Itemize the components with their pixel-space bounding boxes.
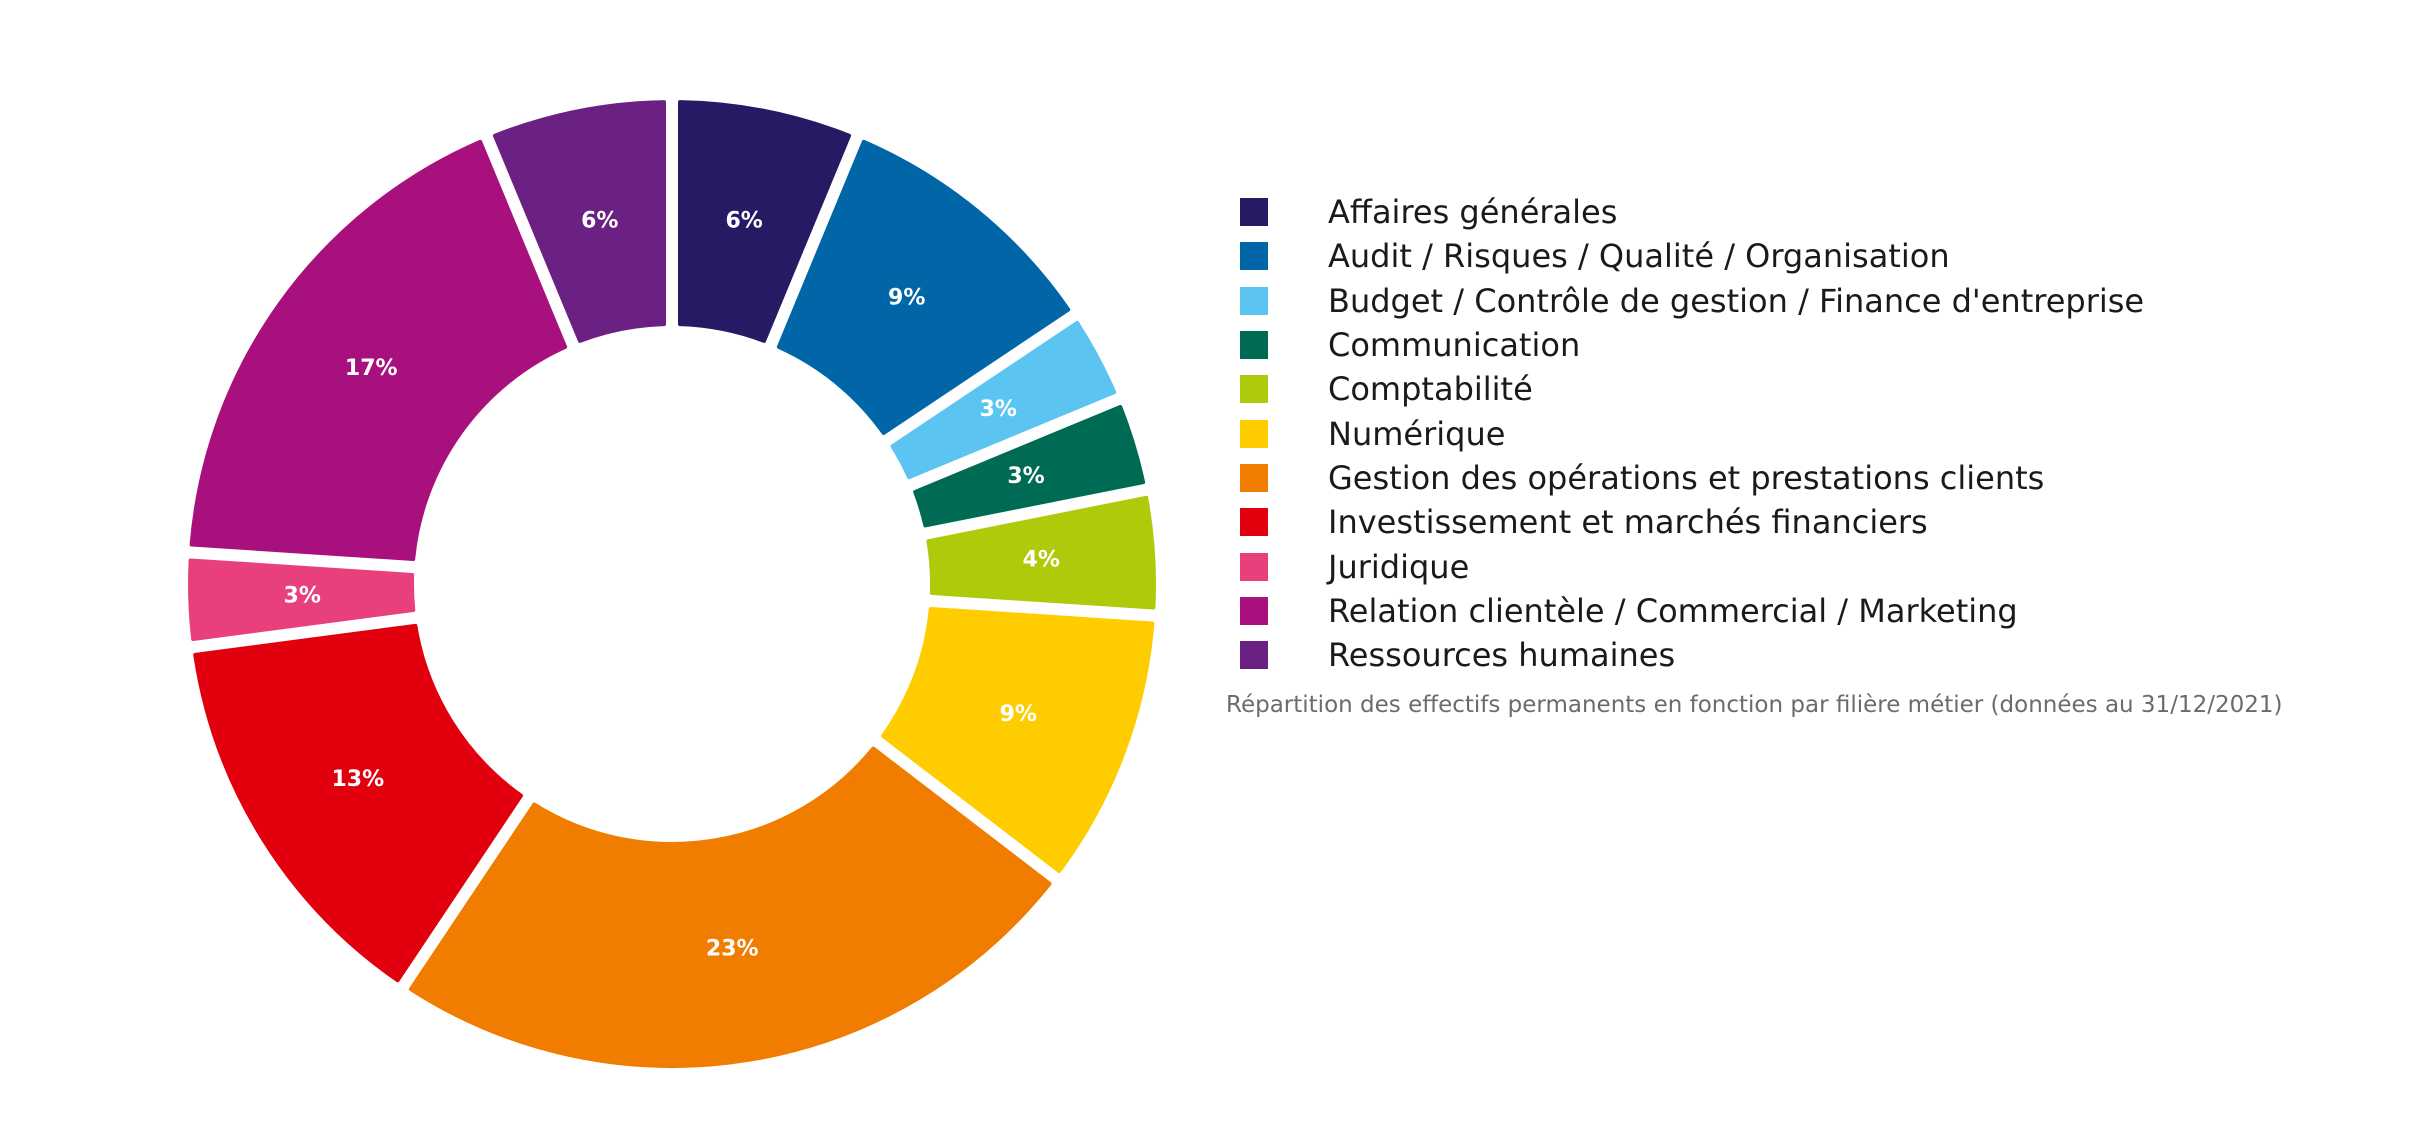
donut-slice (678, 100, 852, 343)
legend-swatch (1240, 375, 1268, 404)
legend-item: Relation clientèle / Commercial / Market… (1240, 589, 2144, 633)
donut-slice (890, 320, 1117, 480)
legend-swatch (1240, 552, 1268, 581)
legend-label: Ressources humaines (1328, 636, 1676, 675)
slice-value-label: 9% (1000, 702, 1037, 727)
donut-slice (881, 606, 1155, 874)
legend-swatch (1240, 242, 1268, 271)
legend-label: Investissement et marchés financiers (1328, 503, 1928, 542)
donut-slice (408, 746, 1052, 1068)
donut-chart: 6% 9% 3% 3% 4% 9% 23% 13% 3% 17% 6% (188, 100, 1156, 1068)
legend-item: Audit / Risques / Qualité / Organisation (1240, 234, 2144, 278)
donut-slice (193, 623, 523, 983)
donut-slice (188, 558, 416, 641)
slice-value-label: 17% (345, 356, 398, 381)
legend-item: Affaires générales (1240, 190, 2144, 234)
legend-label: Communication (1328, 326, 1581, 365)
chart-caption: Répartition des effectifs permanents en … (1226, 692, 2283, 718)
donut-slice (913, 404, 1146, 528)
slice-value-label: 23% (706, 937, 759, 962)
legend-swatch (1240, 508, 1268, 537)
donut-slice (189, 139, 568, 562)
legend-swatch (1240, 331, 1268, 360)
donut-slice (776, 139, 1071, 435)
slice-value-label: 6% (581, 209, 618, 234)
legend-label: Comptabilité (1328, 370, 1533, 409)
legend-swatch (1240, 641, 1268, 670)
slice-value-label: 3% (1007, 464, 1044, 489)
legend-label: Budget / Contrôle de gestion / Finance d… (1328, 281, 2145, 320)
slice-value-label: 6% (726, 209, 763, 234)
legend: Affaires générales Audit / Risques / Qual… (1240, 190, 2144, 677)
legend-label: Juridique (1328, 547, 1470, 586)
legend-label: Gestion des opérations et prestations cl… (1328, 458, 2045, 497)
legend-swatch (1240, 286, 1268, 315)
legend-item: Comptabilité (1240, 367, 2144, 411)
slice-value-label: 3% (284, 584, 321, 609)
legend-item: Juridique (1240, 544, 2144, 588)
legend-item: Investissement et marchés financiers (1240, 500, 2144, 544)
legend-swatch (1240, 596, 1268, 625)
slice-value-label: 3% (980, 397, 1017, 422)
legend-item: Communication (1240, 323, 2144, 367)
legend-item: Gestion des opérations et prestations cl… (1240, 456, 2144, 500)
legend-label: Affaires générales (1328, 193, 1618, 232)
legend-item: Budget / Contrôle de gestion / Finance d… (1240, 279, 2144, 323)
slice-value-label: 9% (888, 285, 925, 310)
legend-swatch (1240, 463, 1268, 492)
legend-item: Numérique (1240, 411, 2144, 455)
donut-slice (926, 495, 1156, 610)
legend-label: Audit / Risques / Qualité / Organisation (1328, 237, 1950, 276)
donut-slice (492, 100, 666, 343)
legend-swatch (1240, 198, 1268, 227)
legend-item: Ressources humaines (1240, 633, 2144, 677)
legend-label: Relation clientèle / Commercial / Market… (1328, 591, 2018, 630)
legend-label: Numérique (1328, 414, 1506, 453)
slice-value-label: 13% (331, 767, 384, 792)
slice-value-label: 4% (1023, 547, 1060, 572)
legend-swatch (1240, 419, 1268, 448)
